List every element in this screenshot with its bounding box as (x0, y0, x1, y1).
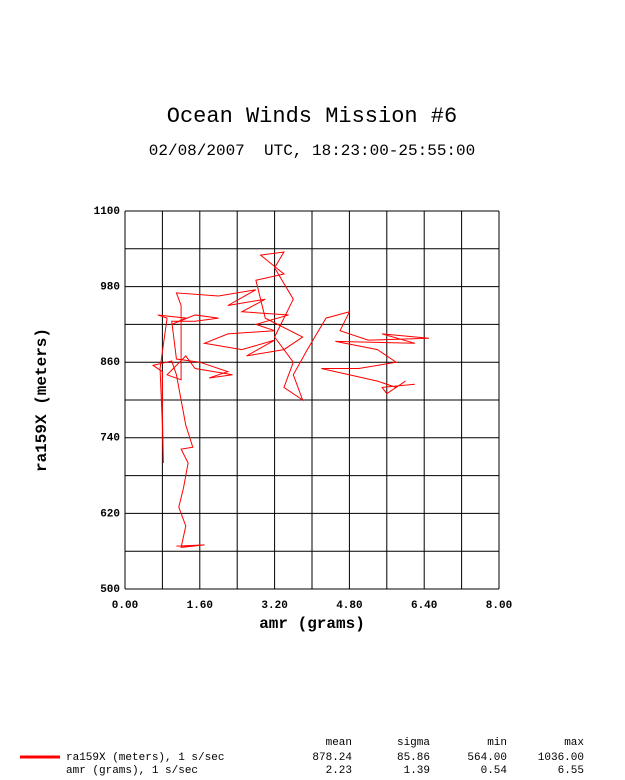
stats-value: 6.55 (558, 765, 584, 777)
stats-header: max (564, 737, 584, 749)
legend-label: ra159X (meters), 1 s/sec (66, 752, 224, 764)
stats-value: 1036.00 (538, 752, 584, 764)
x-tick-label: 4.80 (336, 600, 362, 612)
stats-value: 878.24 (312, 752, 352, 764)
stats-value: 0.54 (481, 765, 508, 777)
stats-row-label: amr (grams), 1 s/sec (66, 765, 198, 777)
y-tick-label: 860 (100, 357, 120, 369)
y-tick-label: 500 (100, 584, 120, 596)
y-tick-label: 1100 (94, 206, 120, 218)
x-axis-label: amr (grams) (259, 615, 365, 633)
stats-header: sigma (397, 737, 430, 749)
data-line (151, 251, 429, 548)
x-tick-label: 8.00 (486, 600, 512, 612)
chart-subtitle: 02/08/2007 UTC, 18:23:00-25:55:00 (149, 142, 475, 160)
x-tick-label: 1.60 (187, 600, 213, 612)
y-tick-label: 980 (100, 282, 120, 294)
x-tick-label: 0.00 (112, 600, 138, 612)
x-tick-label: 6.40 (411, 600, 437, 612)
stats-value: 1.39 (404, 765, 430, 777)
y-tick-label: 620 (100, 508, 120, 520)
x-tick-label: 3.20 (261, 600, 287, 612)
stats-value: 564.00 (467, 752, 507, 764)
y-tick-label: 740 (100, 433, 120, 445)
stats-value: 85.86 (397, 752, 430, 764)
stats-value: 2.23 (326, 765, 352, 777)
stats-header: min (487, 737, 507, 749)
chart-title: Ocean Winds Mission #6 (167, 104, 457, 129)
stats-header: mean (326, 737, 352, 749)
y-axis-label: ra159X (meters) (33, 328, 51, 472)
